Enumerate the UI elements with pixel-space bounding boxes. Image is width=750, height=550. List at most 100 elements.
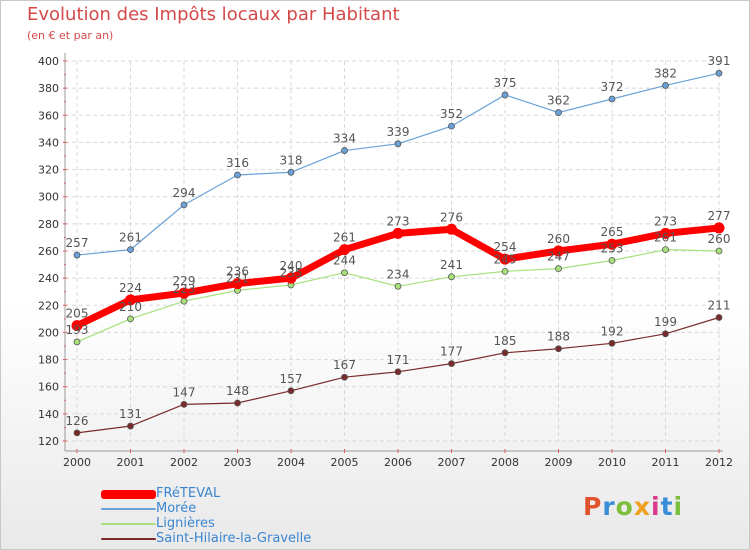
data-label: 205 <box>66 307 89 321</box>
y-tick-label: 320 <box>38 164 59 177</box>
data-label: 261 <box>333 231 356 245</box>
data-point <box>71 320 83 332</box>
data-point <box>608 339 616 347</box>
x-tick-label: 2011 <box>652 456 680 469</box>
data-label: 257 <box>66 236 89 250</box>
data-point <box>501 91 509 99</box>
data-point <box>73 251 81 259</box>
data-label: 362 <box>547 94 570 108</box>
legend-label-freteval: FRéTEVAL <box>156 486 221 501</box>
data-point <box>662 330 669 338</box>
data-label: 316 <box>226 156 249 170</box>
data-label: 199 <box>654 315 677 329</box>
legend-label-lignieres: Lignières <box>156 516 215 531</box>
data-label: 375 <box>494 76 517 90</box>
y-tick-label: 160 <box>38 381 59 394</box>
data-point <box>234 171 241 179</box>
data-label: 224 <box>119 281 142 295</box>
data-point <box>180 400 188 408</box>
y-tick-label: 240 <box>38 272 59 285</box>
data-label: 241 <box>440 258 463 272</box>
x-tick-label: 2008 <box>491 456 519 469</box>
data-point <box>499 253 511 265</box>
y-tick-label: 140 <box>38 408 59 421</box>
data-label: 245 <box>494 252 517 266</box>
data-point <box>662 82 669 89</box>
data-point <box>662 246 669 254</box>
data-label: 254 <box>494 240 517 254</box>
data-label: 148 <box>226 384 249 398</box>
chart-subtitle: (en € et par an) <box>27 29 114 42</box>
y-tick-label: 120 <box>38 435 59 448</box>
y-tick-label: 380 <box>38 82 59 95</box>
data-point <box>341 269 348 277</box>
y-tick-label: 340 <box>38 136 59 149</box>
y-tick-label: 180 <box>38 354 59 367</box>
data-point <box>127 422 134 430</box>
proxiti-logo-letter: P <box>583 492 603 521</box>
data-label: 277 <box>708 209 731 223</box>
data-point <box>553 245 564 257</box>
data-label: 240 <box>280 259 303 273</box>
data-point <box>394 140 402 148</box>
x-tick-label: 2003 <box>224 456 252 469</box>
data-label: 382 <box>654 66 677 80</box>
data-label: 294 <box>173 186 196 200</box>
data-point <box>285 272 297 284</box>
data-label: 192 <box>601 324 624 338</box>
data-label: 391 <box>708 54 731 68</box>
x-tick-label: 2005 <box>331 456 359 469</box>
x-tick-label: 2010 <box>598 456 626 469</box>
data-point <box>555 345 562 353</box>
data-label: 339 <box>387 125 410 139</box>
proxiti-logo: Proxiti <box>583 492 683 521</box>
data-point <box>501 349 509 357</box>
data-label: 210 <box>119 300 142 314</box>
axes: 120 140 160 180 200 220 240 260 280 300 320 340 360 3… <box>38 53 733 469</box>
data-point <box>715 314 723 321</box>
legend-swatch-saint-hilaire <box>101 538 156 540</box>
proxiti-logo-letter: i <box>651 492 661 521</box>
data-point <box>394 282 402 290</box>
proxiti-logo-letter: i <box>673 492 684 521</box>
data-point <box>73 429 81 437</box>
data-point <box>448 273 455 281</box>
data-point <box>715 247 723 255</box>
data-label: 244 <box>333 254 356 268</box>
data-label: 261 <box>654 231 677 245</box>
data-label: 177 <box>440 345 463 359</box>
x-tick-label: 2009 <box>545 456 573 469</box>
legend-swatch-moree <box>101 508 156 510</box>
data-point <box>715 69 723 77</box>
data-label: 334 <box>333 132 356 146</box>
x-tick-label: 2002 <box>170 456 198 469</box>
data-label: 265 <box>601 225 624 239</box>
data-label: 235 <box>280 266 303 280</box>
x-tick-label: 2004 <box>277 456 305 469</box>
data-point <box>341 147 348 154</box>
data-point <box>178 287 190 299</box>
data-point <box>394 368 402 376</box>
proxiti-logo-letter: o <box>615 492 634 521</box>
data-label: 185 <box>494 334 517 348</box>
legend-label-moree: Morée <box>156 501 197 516</box>
data-point <box>287 168 295 176</box>
data-label: 167 <box>333 358 356 372</box>
legend-item-lignieres: Lignières <box>101 516 215 532</box>
data-label: 253 <box>601 242 624 256</box>
data-point <box>180 201 188 209</box>
x-tick-label: 2006 <box>384 456 412 469</box>
y-tick-label: 360 <box>38 109 59 122</box>
data-label: 372 <box>601 80 624 94</box>
data-label: 273 <box>654 214 677 228</box>
x-tick-label: 2007 <box>438 456 466 469</box>
data-point <box>339 244 350 256</box>
grid <box>65 60 723 442</box>
data-label: 157 <box>280 372 303 386</box>
data-point <box>608 95 616 103</box>
y-tick-label: 260 <box>38 245 59 258</box>
data-point <box>392 227 404 239</box>
data-label: 273 <box>387 214 410 228</box>
